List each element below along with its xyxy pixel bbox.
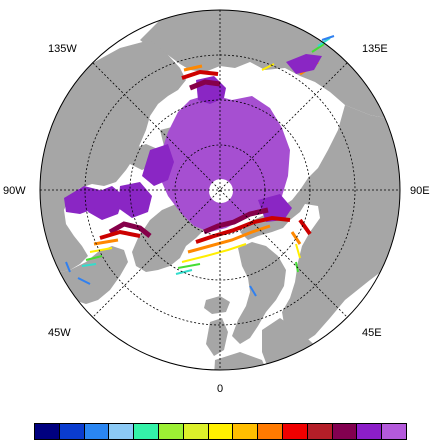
ice-edge-dark — [108, 79, 269, 238]
map-boundary — [39, 9, 401, 371]
colorbar-swatch — [134, 424, 159, 439]
colorbar-swatch — [84, 424, 110, 439]
label-135e: 135E — [362, 43, 388, 55]
label-90w: 90W — [3, 185, 26, 197]
colorbar-swatch — [357, 424, 383, 439]
colorbar — [34, 423, 407, 440]
colorbar-swatch — [183, 424, 209, 439]
graticule — [40, 10, 400, 370]
land-north-america — [40, 40, 186, 272]
sea-ice-interior — [88, 76, 292, 222]
colorbar-swatch — [258, 424, 283, 439]
sea-ice-hudson — [64, 186, 100, 214]
sea-ice-core — [160, 94, 290, 232]
land-british-isles — [206, 318, 228, 356]
land-eurasia-east — [240, 105, 400, 345]
colorbar-swatch — [59, 424, 85, 439]
sea-ice-siberia — [286, 54, 322, 74]
colorbar-swatch — [158, 424, 184, 439]
colorbar-swatch — [282, 424, 308, 439]
ice-edge-orange — [93, 60, 319, 254]
colorbar-swatch — [208, 424, 234, 439]
label-90e: 90E — [410, 185, 430, 197]
ice-edge-yellow — [89, 63, 301, 263]
colorbar-swatch — [332, 424, 358, 439]
label-45e: 45E — [362, 327, 382, 339]
colorbar-swatch — [382, 424, 406, 439]
ice-edge-green — [85, 43, 325, 273]
land-scandinavia — [232, 242, 286, 344]
land-iceland — [204, 296, 230, 314]
label-45w: 45W — [48, 327, 71, 339]
label-0: 0 — [217, 383, 223, 395]
colorbar-swatch — [109, 424, 135, 439]
sea-ice — [64, 35, 335, 297]
land-canada-south — [60, 246, 128, 304]
colorbar-swatch — [233, 424, 259, 439]
ice-edge-blue — [65, 35, 335, 297]
colorbar-swatch — [35, 424, 60, 439]
ice-edge-cyan — [81, 37, 331, 275]
ice-edge-red — [99, 69, 312, 244]
colorbar-swatch — [307, 424, 333, 439]
label-135w: 135W — [48, 43, 77, 55]
